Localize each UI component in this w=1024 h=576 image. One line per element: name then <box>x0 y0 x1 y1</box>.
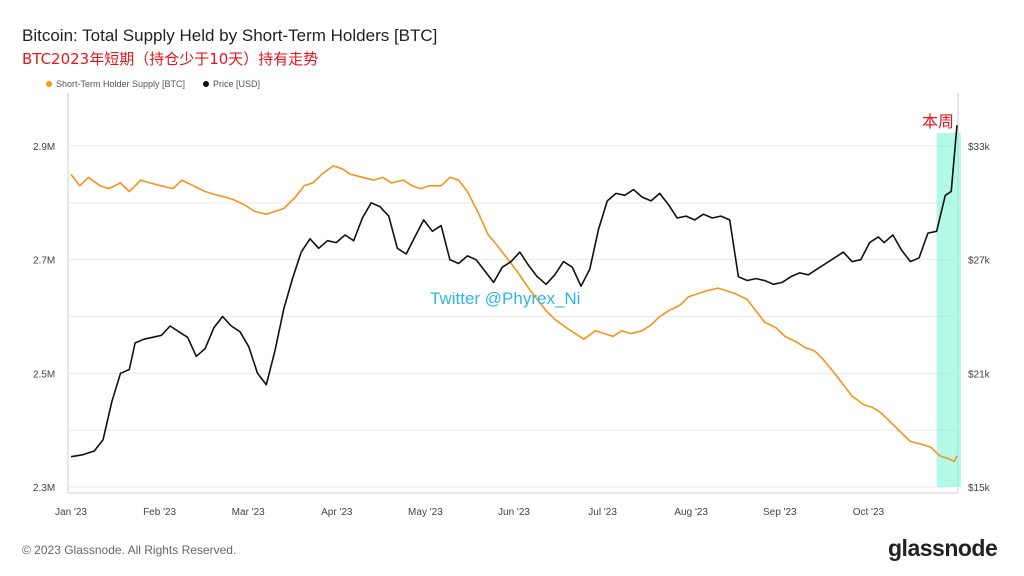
x-tick-label: May '23 <box>408 507 443 518</box>
highlight-label: 本周 <box>922 112 955 131</box>
y-left-tick-label: 2.3M <box>33 483 55 494</box>
legend-item-price[interactable]: Price [USD] <box>203 79 260 89</box>
chart-subtitle: BTC2023年短期（持仓少于10天）持有走势 <box>22 50 319 68</box>
y-left-tick-label: 2.9M <box>33 142 55 153</box>
glassnode-logo: glassnode <box>888 535 998 561</box>
x-tick-label: Oct '23 <box>853 507 885 518</box>
y-right-tick-label: $27k <box>968 256 991 267</box>
y-left-tick-label: 2.7M <box>33 256 55 267</box>
legend-label-price: Price [USD] <box>213 79 261 89</box>
x-tick-label: Apr '23 <box>321 507 353 518</box>
x-tick-label: Sep '23 <box>763 507 797 518</box>
legend-swatch-black <box>203 81 210 87</box>
y-right-tick-label: $33k <box>968 142 991 153</box>
highlight-region <box>936 133 961 487</box>
series-line-price <box>70 125 958 458</box>
series-line-sth-supply <box>70 165 958 463</box>
legend: Short-Term Holder Supply [BTC] Price [US… <box>46 79 260 89</box>
legend-item-sth-supply[interactable]: Short-Term Holder Supply [BTC] <box>46 79 185 89</box>
x-tick-label: Jun '23 <box>498 507 530 518</box>
y-left-tick-label: 2.5M <box>33 369 55 380</box>
legend-label-sth-supply: Short-Term Holder Supply [BTC] <box>56 79 186 89</box>
y-right-tick-label: $15k <box>968 483 991 494</box>
x-tick-label: Feb '23 <box>143 507 176 518</box>
x-tick-label: Aug '23 <box>674 507 708 518</box>
chart-title: Bitcoin: Total Supply Held by Short-Term… <box>22 26 438 45</box>
y-right-tick-label: $21k <box>968 369 991 380</box>
watermark-text: Twitter @Phyrex_Ni <box>430 289 581 308</box>
legend-swatch-orange <box>46 81 52 87</box>
x-tick-label: Jul '23 <box>588 507 617 518</box>
x-tick-label: Jan '23 <box>55 507 87 518</box>
x-tick-label: Mar '23 <box>232 507 265 518</box>
copyright-text: © 2023 Glassnode. All Rights Reserved. <box>22 543 237 557</box>
